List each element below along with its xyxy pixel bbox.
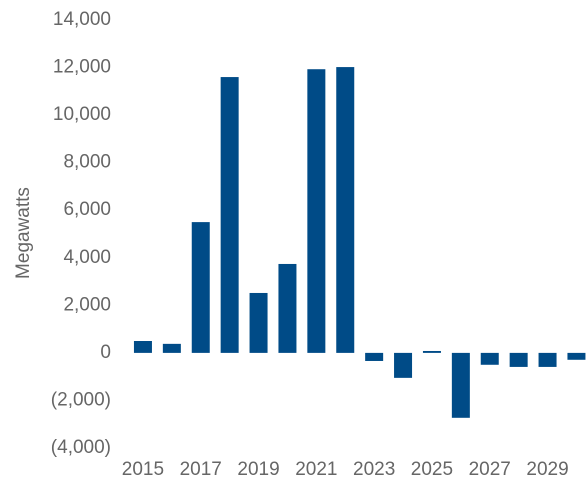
bar <box>307 69 326 353</box>
bar <box>191 222 210 353</box>
y-tick-label: 2,000 <box>63 294 111 315</box>
y-axis-label: Megawatts <box>13 187 34 279</box>
bar <box>365 352 384 361</box>
x-tick-label: 2025 <box>411 459 453 480</box>
x-tick-label: 2027 <box>469 459 511 480</box>
y-tick-label: (2,000) <box>51 389 111 410</box>
y-tick-label: 10,000 <box>53 104 111 125</box>
x-tick-label: 2017 <box>180 459 222 480</box>
y-tick-label: 14,000 <box>53 9 111 30</box>
y-tick-label: (4,000) <box>51 437 111 458</box>
y-tick-label: 8,000 <box>63 152 111 173</box>
y-tick-label: 4,000 <box>63 247 111 268</box>
bar <box>422 350 441 353</box>
x-tick-label: 2029 <box>526 459 568 480</box>
bar <box>567 352 586 360</box>
bar <box>220 77 239 353</box>
x-tick-label: 2023 <box>353 459 395 480</box>
bar <box>480 352 499 365</box>
x-tick-label: 2021 <box>295 459 337 480</box>
bar <box>133 341 152 353</box>
bar <box>451 352 470 418</box>
bar <box>509 352 528 367</box>
y-tick-label: 0 <box>100 342 111 363</box>
bar <box>278 263 297 353</box>
y-tick-label: 6,000 <box>63 199 111 220</box>
y-tick-label: 12,000 <box>53 57 111 78</box>
bar <box>538 352 557 367</box>
bar <box>394 352 413 378</box>
bar <box>249 292 268 353</box>
bar <box>336 67 355 353</box>
x-tick-label: 2019 <box>237 459 279 480</box>
bar <box>162 343 181 353</box>
x-tick-label: 2015 <box>122 459 164 480</box>
